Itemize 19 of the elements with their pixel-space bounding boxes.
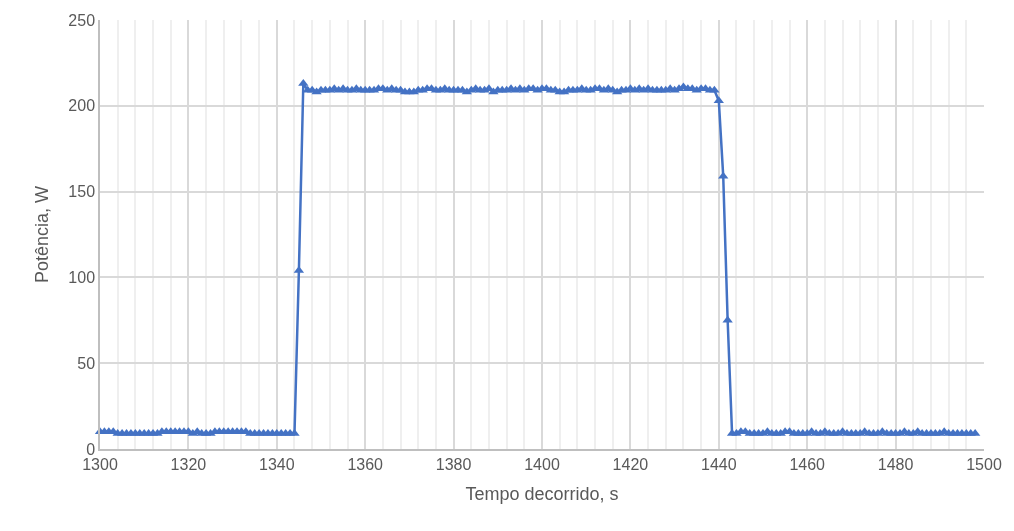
y-tick-label: 250 (68, 11, 96, 29)
x-tick-label: 1340 (259, 455, 295, 473)
y-tick-label: 150 (68, 183, 96, 201)
y-tick-label: 0 (86, 440, 96, 458)
x-tick-label: 1460 (789, 455, 826, 473)
x-tick-label: 1440 (701, 455, 737, 473)
x-tick-label: 1400 (524, 455, 560, 473)
x-axis-title: Tempo decorrido, s (465, 483, 619, 504)
y-axis-title: Potência, W (32, 185, 53, 284)
x-tick-label: 1360 (347, 455, 384, 473)
x-tick-label: 1320 (170, 455, 207, 473)
y-tick-label: 100 (68, 269, 96, 286)
x-tick-label: 1380 (435, 455, 472, 473)
y-tick-label: 50 (77, 354, 96, 372)
x-tick-label: 1480 (877, 455, 914, 473)
x-tick-label: 1500 (966, 455, 1002, 473)
x-tick-label: 1420 (612, 455, 649, 473)
y-tick-label: 200 (68, 97, 96, 115)
x-tick-label: 1300 (82, 455, 118, 473)
